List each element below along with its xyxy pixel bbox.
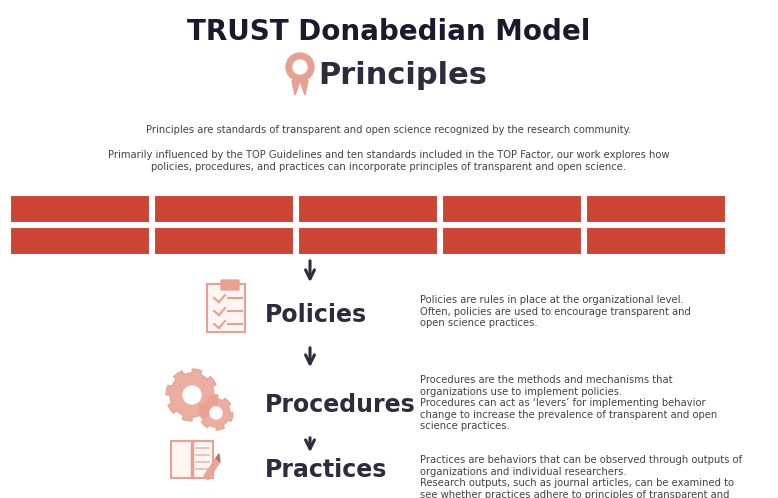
- Text: Analytic methods (code)
transparency: Analytic methods (code) transparency: [162, 199, 286, 219]
- FancyBboxPatch shape: [442, 227, 582, 255]
- FancyBboxPatch shape: [586, 227, 726, 255]
- FancyBboxPatch shape: [298, 227, 438, 255]
- FancyBboxPatch shape: [154, 195, 294, 223]
- Circle shape: [293, 60, 307, 74]
- Text: TRUST Donabedian Model: TRUST Donabedian Model: [187, 18, 591, 46]
- Text: Preregistration of studies: Preregistration of studies: [302, 237, 434, 246]
- Text: Open Science Badges: Open Science Badges: [601, 237, 710, 246]
- FancyBboxPatch shape: [10, 227, 150, 255]
- Text: Replication: Replication: [483, 237, 541, 246]
- Polygon shape: [204, 458, 220, 480]
- Text: Design and analysis
transparency: Design and analysis transparency: [317, 199, 419, 219]
- FancyBboxPatch shape: [10, 195, 150, 223]
- FancyBboxPatch shape: [207, 284, 245, 332]
- Polygon shape: [292, 76, 300, 95]
- Text: Procedures are the methods and mechanisms that
organizations use to implement po: Procedures are the methods and mechanism…: [420, 375, 717, 431]
- Text: Practices: Practices: [265, 458, 387, 482]
- Circle shape: [183, 386, 201, 404]
- Text: Principles: Principles: [318, 60, 487, 90]
- FancyBboxPatch shape: [442, 195, 582, 223]
- FancyBboxPatch shape: [298, 195, 438, 223]
- Circle shape: [286, 53, 314, 81]
- Text: Principles are standards of transparent and open science recognized by the resea: Principles are standards of transparent …: [146, 125, 632, 135]
- Polygon shape: [216, 454, 220, 462]
- FancyBboxPatch shape: [171, 441, 213, 478]
- Text: Policies: Policies: [265, 303, 367, 327]
- Polygon shape: [166, 369, 218, 421]
- Text: Data transparency: Data transparency: [33, 237, 128, 246]
- Circle shape: [210, 407, 222, 419]
- Text: Preregistration of analysis
plans: Preregistration of analysis plans: [444, 199, 580, 219]
- FancyBboxPatch shape: [221, 280, 239, 290]
- Text: Research materials
transparency: Research materials transparency: [175, 231, 273, 250]
- Text: Policies are rules in place at the organizational level.
Often, policies are use: Policies are rules in place at the organ…: [420, 295, 691, 328]
- Text: Citation standards: Citation standards: [33, 205, 128, 214]
- Text: Procedures: Procedures: [265, 393, 415, 417]
- FancyBboxPatch shape: [586, 195, 726, 223]
- Polygon shape: [300, 76, 308, 95]
- FancyBboxPatch shape: [154, 227, 294, 255]
- Text: Primarily influenced by the TOP Guidelines and ten standards included in the TOP: Primarily influenced by the TOP Guidelin…: [108, 150, 670, 172]
- Text: Practices are behaviors that can be observed through outputs of
organizations an: Practices are behaviors that can be obse…: [420, 455, 742, 498]
- Polygon shape: [199, 396, 233, 430]
- Text: Publication bias: Publication bias: [615, 205, 697, 214]
